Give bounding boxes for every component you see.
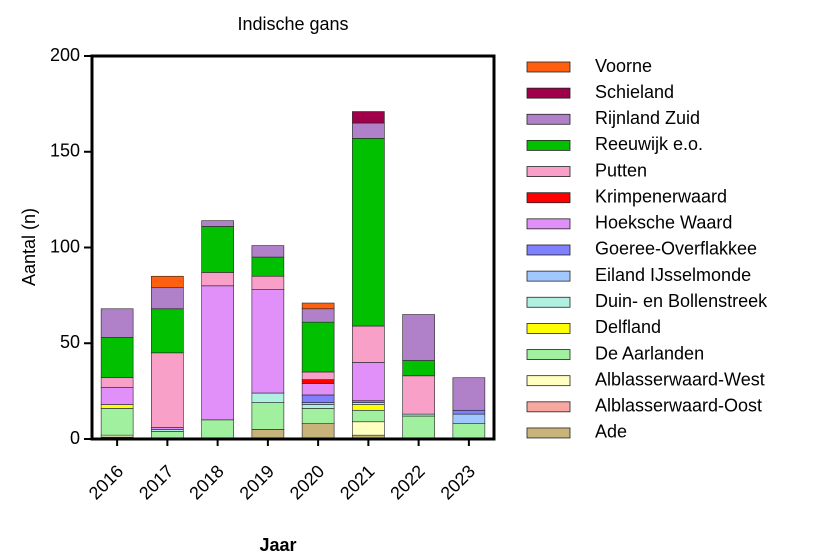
legend-swatch xyxy=(526,296,571,308)
legend-swatch xyxy=(526,375,571,387)
x-tick-label: 2018 xyxy=(185,461,227,503)
legend-swatch xyxy=(526,61,571,73)
y-tick-label: 50 xyxy=(60,332,80,352)
bar-segment xyxy=(352,362,385,401)
chart-title: Indische gans xyxy=(237,14,348,34)
legend-label: Schieland xyxy=(595,82,674,102)
legend-swatch xyxy=(526,166,571,177)
legend-swatch xyxy=(526,218,571,230)
bar-segment xyxy=(100,404,134,409)
legend-swatch xyxy=(526,349,571,360)
bar-segment xyxy=(352,409,385,423)
bar-segment xyxy=(251,402,285,430)
legend-swatch xyxy=(526,427,571,439)
legend-label: Delfland xyxy=(595,317,661,337)
legend-label: Duin- en Bollenstreek xyxy=(595,291,768,311)
bar-segment xyxy=(251,275,285,290)
legend-label: Ade xyxy=(595,422,627,442)
legend-label: Goeree-Overflakkee xyxy=(595,239,757,259)
legend-label: Voorne xyxy=(595,56,652,76)
bar-segment xyxy=(100,386,134,405)
bar-segment xyxy=(301,308,335,323)
bar-segment xyxy=(452,409,486,415)
bar-segment xyxy=(301,379,335,384)
bar-segment xyxy=(100,337,134,379)
bar-segment xyxy=(402,415,435,440)
bar-segment xyxy=(352,404,385,411)
bar-segment xyxy=(100,408,134,436)
bar-segment xyxy=(352,325,385,363)
bar-segment xyxy=(301,404,335,409)
bar-segment xyxy=(301,423,335,440)
x-tick-label: 2019 xyxy=(236,461,278,503)
legend-label: Alblasserwaard-West xyxy=(595,369,765,389)
bar-segment xyxy=(301,302,335,310)
bar-segment xyxy=(201,272,234,287)
x-tick-label: 2023 xyxy=(437,461,479,503)
bar-segment xyxy=(452,423,486,440)
bar-segment xyxy=(151,308,184,354)
bar-segment xyxy=(100,377,134,388)
y-tick-label: 0 xyxy=(70,428,80,448)
bar-segment xyxy=(151,352,184,428)
bar-segment xyxy=(301,371,335,380)
bar-segment xyxy=(151,275,184,289)
bar-segment xyxy=(301,408,335,424)
legend-label: Reeuwijk e.o. xyxy=(595,134,703,154)
legend-label: Krimpenerwaard xyxy=(595,186,727,206)
legend-swatch xyxy=(526,322,571,334)
bar-segment xyxy=(301,394,335,403)
bar-segment xyxy=(251,392,285,403)
x-tick-label: 2016 xyxy=(85,461,127,503)
legend-label: Eiland IJsselmonde xyxy=(595,265,751,285)
legend-label: De Aarlanden xyxy=(595,343,704,363)
y-tick-label: 100 xyxy=(50,236,80,256)
legend-swatch xyxy=(526,113,571,125)
legend-swatch xyxy=(526,244,571,256)
bar-segment xyxy=(352,111,385,124)
bar-segment xyxy=(151,287,184,310)
bar-segment xyxy=(301,383,335,396)
legend-label: Putten xyxy=(595,160,647,180)
legend-label: Alblasserwaard-Oost xyxy=(595,396,762,416)
bar-segment xyxy=(352,421,385,436)
legend-label: Rijnland Zuid xyxy=(595,108,700,128)
legend-swatch xyxy=(526,270,571,282)
x-tick-label: 2017 xyxy=(135,461,177,503)
bar-segment xyxy=(201,419,234,440)
bar-segment xyxy=(452,413,486,424)
bar-segment xyxy=(402,375,435,415)
x-axis-label: Jaar xyxy=(259,535,296,555)
bar-segment xyxy=(100,308,134,338)
x-tick-label: 2021 xyxy=(336,461,378,503)
bar-segment xyxy=(352,122,385,139)
bar-segment xyxy=(201,285,234,421)
bar-segment xyxy=(201,220,234,227)
bar-segment xyxy=(251,245,285,258)
y-tick-label: 150 xyxy=(50,141,80,161)
bar-segment xyxy=(301,321,335,373)
bar-segment xyxy=(402,314,435,361)
y-tick-label: 200 xyxy=(50,45,80,65)
x-tick-label: 2022 xyxy=(386,461,428,503)
legend-label: Hoeksche Waard xyxy=(595,213,732,233)
y-axis-label: Aantal (n) xyxy=(19,208,39,286)
bar-segment xyxy=(201,226,234,273)
legend-swatch xyxy=(526,140,571,151)
bar-segment xyxy=(402,360,435,377)
bar-segment xyxy=(452,377,486,411)
x-tick-label: 2020 xyxy=(286,461,328,503)
bar-segment xyxy=(251,256,285,277)
bar-segment xyxy=(352,138,385,327)
legend-swatch xyxy=(526,87,571,99)
legend-swatch xyxy=(526,192,571,204)
bar-segment xyxy=(251,289,285,394)
legend-swatch xyxy=(526,401,571,413)
